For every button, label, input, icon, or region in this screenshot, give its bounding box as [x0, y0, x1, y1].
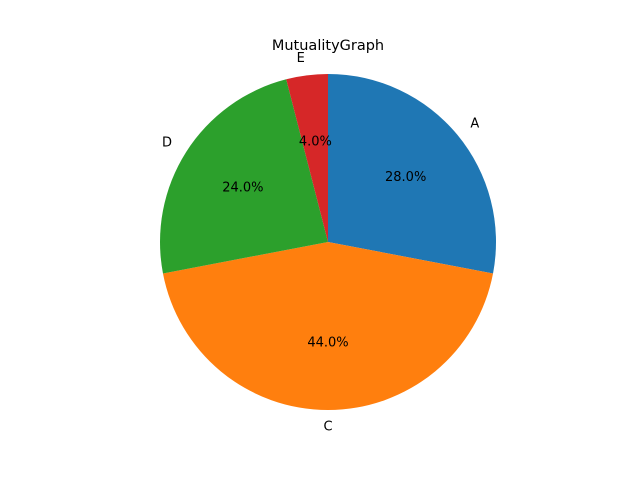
pct-label-e: 4.0%	[299, 134, 332, 149]
pie-slices	[159, 74, 496, 411]
slice-label-e: E	[297, 51, 305, 66]
slice-label-c: C	[323, 419, 332, 434]
pie-slice-c	[162, 242, 494, 411]
pct-label-d: 24.0%	[222, 180, 263, 195]
pie-labels: A 28.0% C 44.0% D 24.0% E 4.0%	[162, 51, 479, 434]
slice-label-d: D	[162, 135, 172, 150]
chart-title: MutualityGraph	[272, 38, 384, 54]
pie-slice-a	[328, 74, 496, 274]
pct-label-a: 28.0%	[385, 170, 426, 185]
pie-slice-d	[159, 79, 328, 274]
pct-label-c: 44.0%	[307, 335, 348, 350]
pie-slice-e	[286, 74, 328, 242]
slice-label-a: A	[470, 117, 479, 132]
